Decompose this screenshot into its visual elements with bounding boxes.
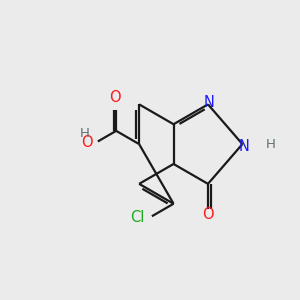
Text: N: N <box>238 139 249 154</box>
Text: N: N <box>204 94 215 110</box>
Text: O: O <box>109 90 121 105</box>
Text: O: O <box>81 135 92 150</box>
Text: H: H <box>266 138 276 151</box>
Text: H: H <box>80 127 89 140</box>
Text: Cl: Cl <box>130 210 145 225</box>
Text: O: O <box>202 207 214 222</box>
